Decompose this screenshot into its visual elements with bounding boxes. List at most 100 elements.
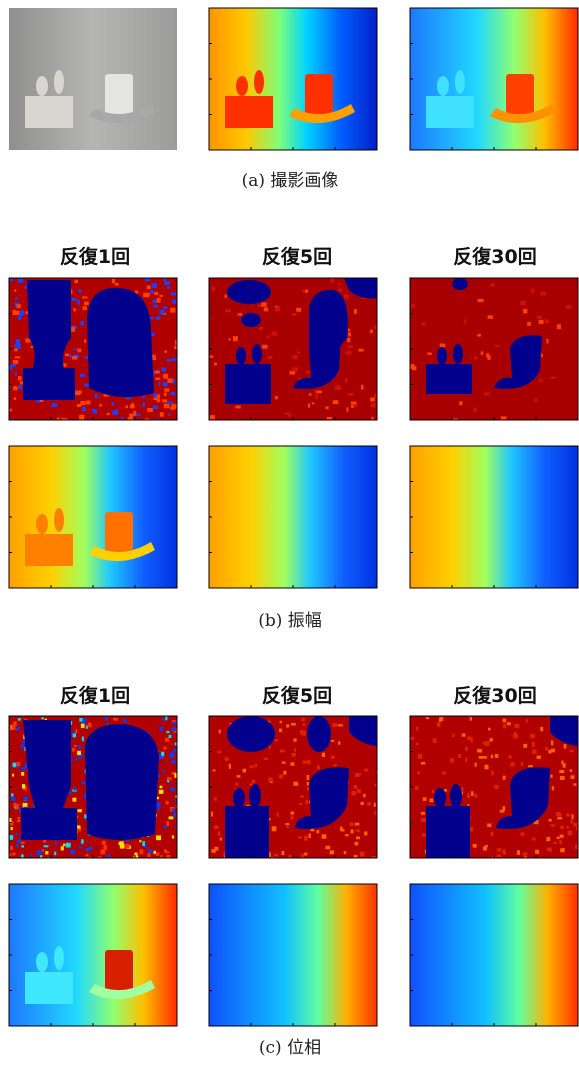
speckle — [494, 753, 499, 758]
speckle — [142, 402, 145, 408]
blob — [87, 287, 154, 397]
speckle — [375, 856, 377, 858]
speckle — [308, 833, 311, 838]
speckle — [487, 315, 493, 319]
speckle — [351, 404, 357, 408]
speckle — [356, 789, 362, 793]
speckle — [80, 723, 85, 728]
speckle — [166, 730, 170, 734]
speckle — [296, 351, 301, 354]
speckle — [217, 831, 221, 836]
speckle — [101, 840, 106, 845]
speckle — [533, 819, 539, 825]
speckle — [315, 394, 318, 400]
vase — [54, 946, 64, 970]
speckle — [156, 835, 162, 841]
speckle — [279, 749, 285, 753]
speckle — [165, 851, 170, 854]
speckle — [74, 390, 80, 396]
speckle — [374, 811, 377, 816]
speckle — [161, 367, 167, 372]
speckle — [174, 345, 177, 350]
speckle — [14, 372, 18, 376]
speckle — [147, 853, 151, 857]
speckle — [520, 832, 525, 837]
speckle — [432, 738, 437, 743]
speckle — [563, 743, 567, 749]
vase — [236, 347, 246, 365]
speckle — [275, 307, 281, 312]
vase — [236, 76, 248, 96]
speckle — [367, 801, 371, 806]
vase — [453, 344, 463, 364]
image-panel — [409, 883, 579, 1027]
stand — [25, 534, 73, 566]
speckle — [235, 782, 239, 786]
speckle — [561, 760, 564, 765]
speckle — [75, 757, 78, 761]
speckle — [513, 731, 517, 735]
speckle — [499, 809, 505, 813]
speckle — [351, 791, 356, 796]
speckle — [565, 305, 572, 309]
speckle — [306, 775, 310, 780]
speckle — [211, 286, 216, 292]
speckle — [170, 379, 176, 384]
speckle — [82, 407, 86, 412]
stand — [225, 364, 271, 404]
speckle — [94, 393, 98, 399]
speckle — [304, 852, 308, 856]
speckle — [423, 817, 428, 822]
speckle — [257, 304, 263, 307]
speckle — [21, 784, 26, 789]
speckle — [560, 825, 564, 830]
panel-content — [410, 8, 578, 150]
speckle — [118, 841, 124, 845]
speckle — [82, 296, 88, 299]
speckle — [155, 377, 161, 380]
column-title: 反復30回 — [453, 245, 536, 268]
speckle — [472, 843, 477, 848]
panel-content — [209, 446, 377, 588]
speckle — [164, 350, 167, 353]
vase — [437, 76, 449, 96]
speckle — [218, 729, 221, 734]
speckle — [550, 774, 553, 778]
speckle — [560, 848, 565, 853]
panel-content — [9, 278, 177, 420]
speckle — [129, 404, 135, 409]
speckle — [259, 345, 263, 350]
speckle — [84, 793, 88, 799]
speckle — [71, 297, 78, 301]
speckle — [427, 352, 432, 355]
speckle — [371, 417, 374, 420]
speckle — [267, 355, 273, 360]
speckle — [114, 282, 119, 286]
speckle — [106, 722, 109, 727]
speckle — [12, 762, 17, 768]
speckle — [162, 825, 168, 828]
vase — [36, 76, 48, 96]
speckle — [502, 849, 506, 853]
speckle — [300, 729, 303, 735]
speckle — [152, 405, 158, 410]
speckle — [344, 294, 349, 299]
vase — [450, 784, 462, 808]
speckle — [213, 362, 217, 366]
speckle — [547, 847, 552, 852]
speckle — [548, 749, 552, 754]
speckle — [478, 756, 484, 759]
speckle — [54, 851, 57, 856]
speckle — [549, 850, 552, 853]
speckle — [144, 292, 150, 297]
speckle — [550, 824, 555, 827]
speckle — [348, 332, 351, 337]
speckle — [292, 367, 298, 373]
speckle — [163, 849, 167, 853]
speckle — [490, 754, 494, 759]
speckle — [60, 846, 64, 851]
speckle — [150, 316, 154, 320]
speckle — [291, 722, 296, 726]
speckle — [21, 772, 25, 776]
speckle — [467, 793, 470, 799]
